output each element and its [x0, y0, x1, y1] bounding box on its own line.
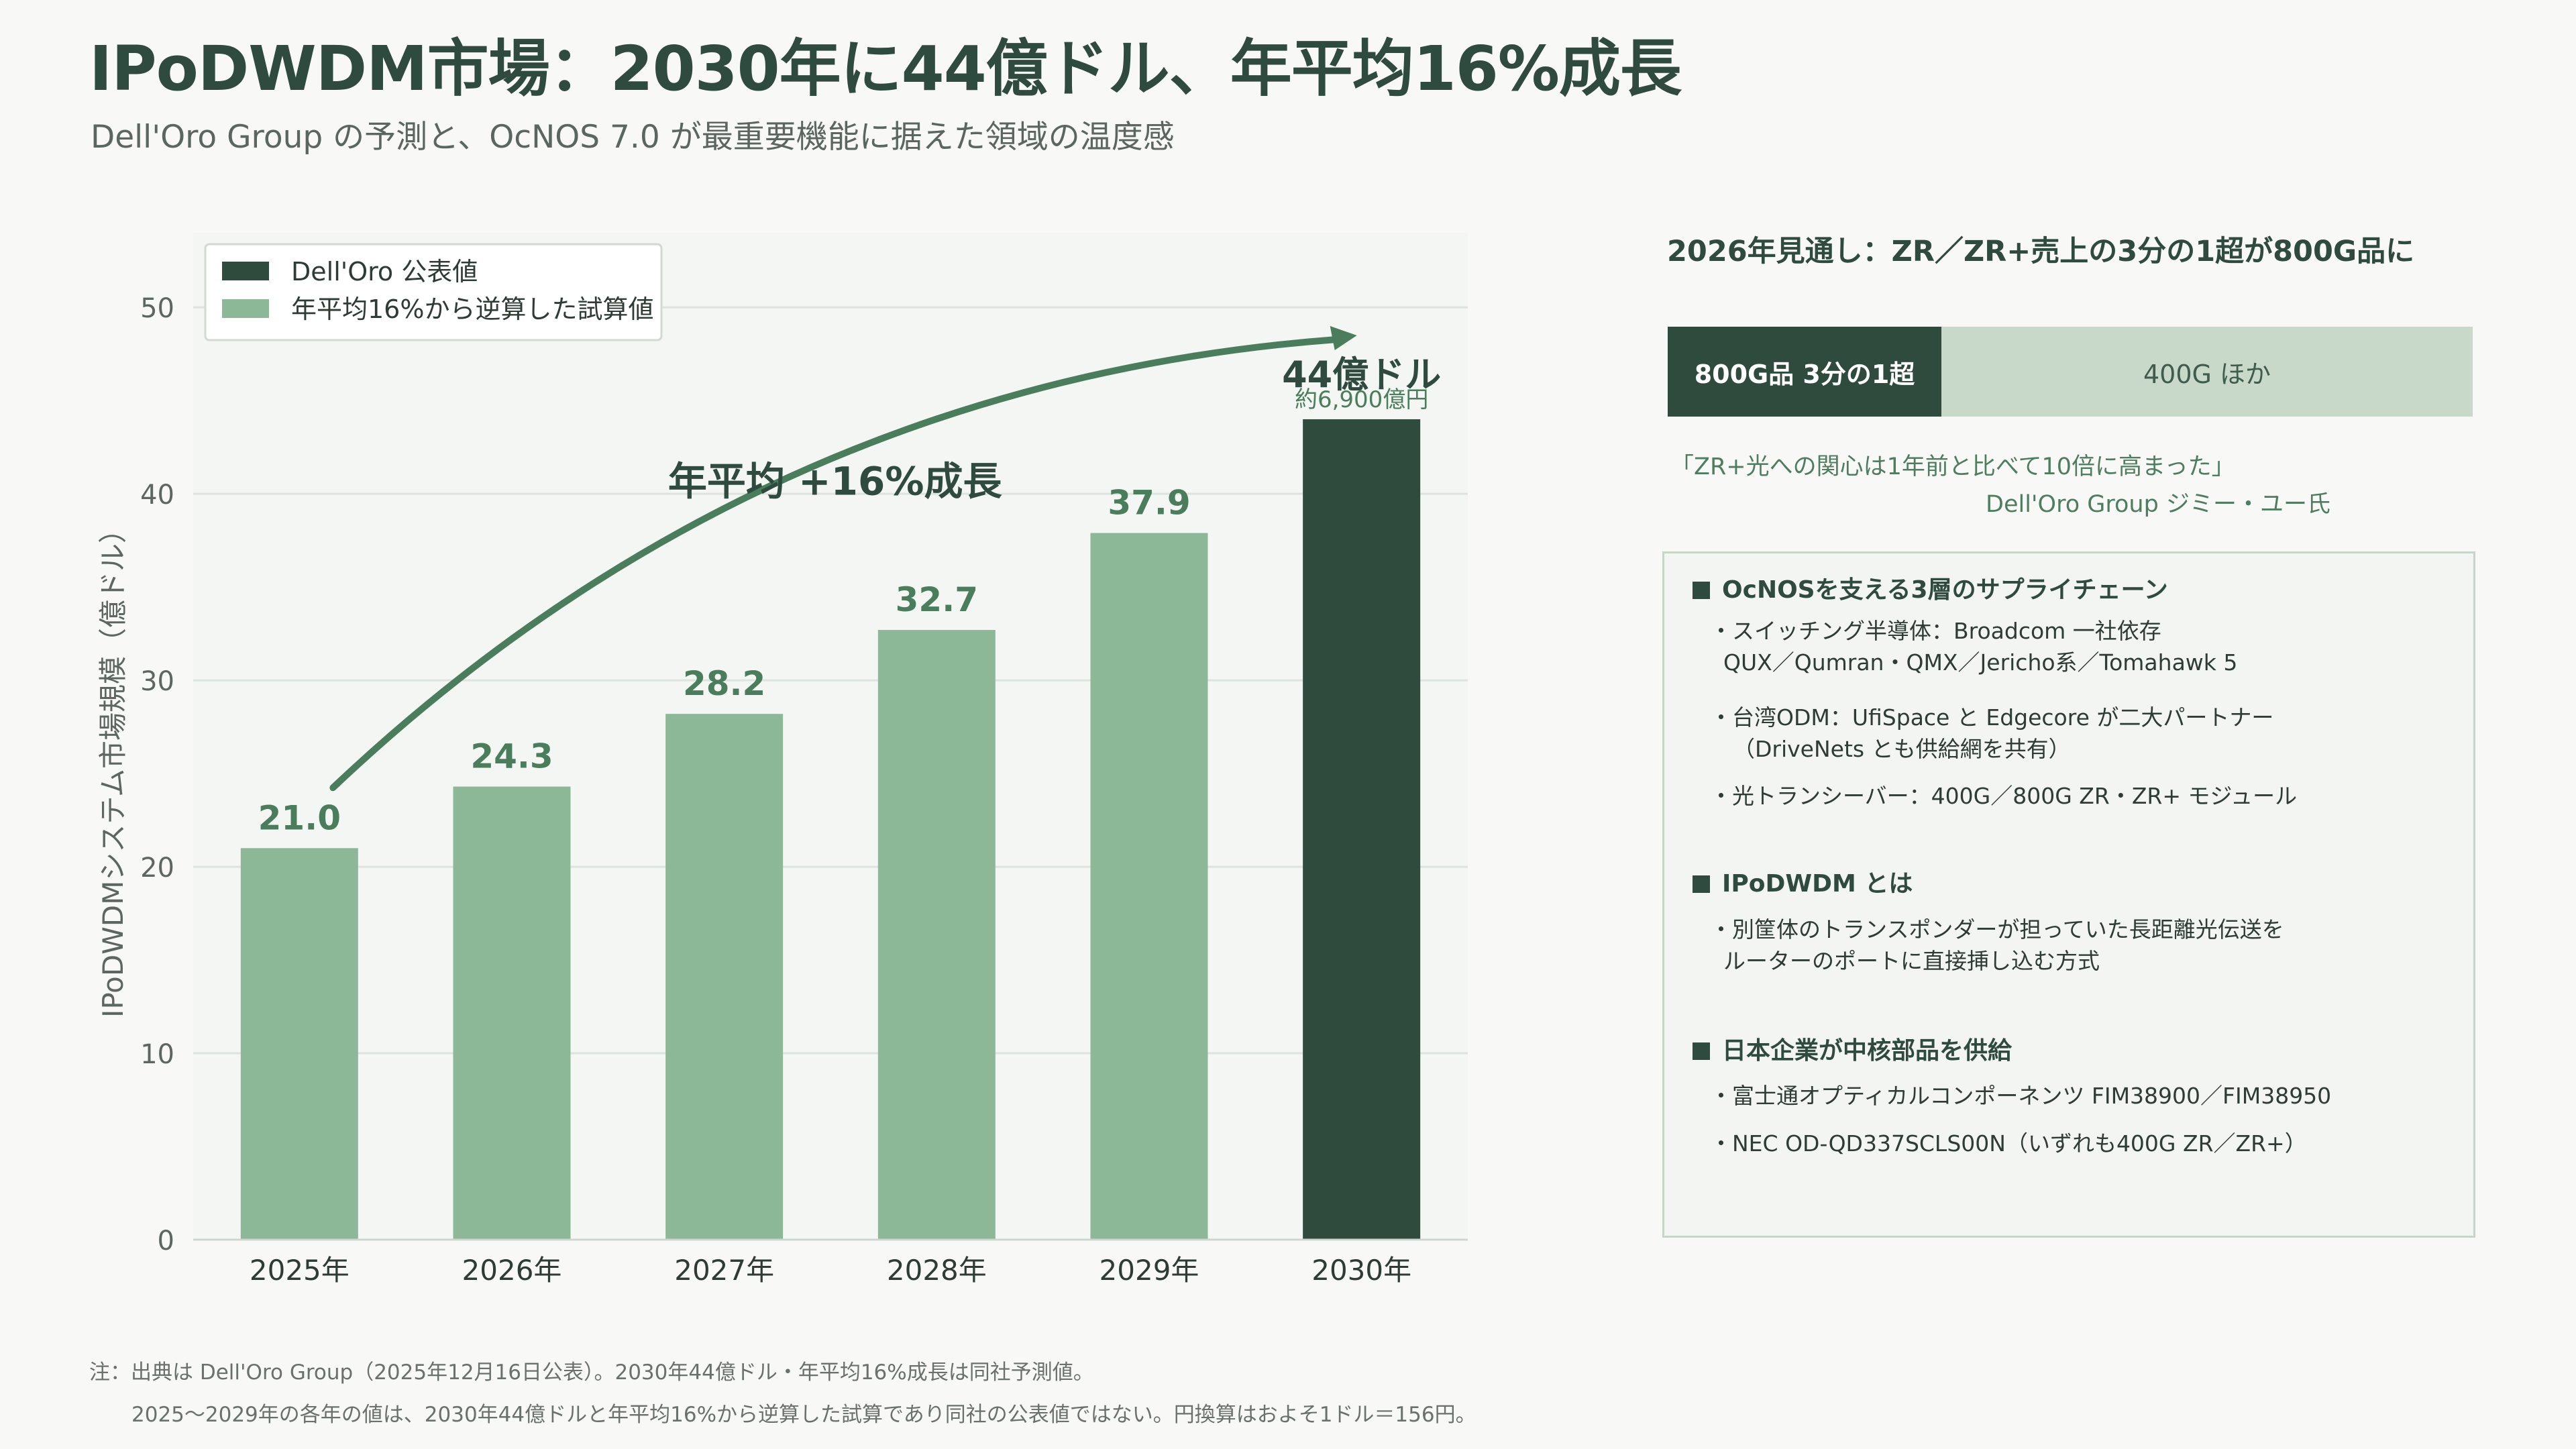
bar-3	[665, 714, 784, 1240]
y-tick-label: 0	[158, 1226, 174, 1256]
share-400g-segment: 400G ほか	[1941, 327, 2473, 417]
x-tick-label: 2027年	[674, 1254, 774, 1287]
list-item: ・光トランシーバー：400G／800G ZR・ZR+ モジュール	[1710, 783, 2298, 809]
value-label: 32.7	[896, 580, 978, 619]
info-box: OcNOSを支える3層のサプライチェーン ・スイッチング半導体：Broadcom…	[1662, 551, 2475, 1238]
value-sublabel: 約6,900億円	[1295, 386, 1428, 413]
bar-5	[1090, 533, 1208, 1240]
list-item: （DriveNets とも供給網を共有）	[1733, 736, 2071, 762]
x-tick-label: 2026年	[462, 1254, 562, 1287]
square-bullet-icon	[1693, 875, 1710, 893]
quote-attribution: Dell'Oro Group ジミー・ユー氏	[1986, 491, 2330, 518]
outlook-heading: 2026年見通し：ZR／ZR+売上の3分の1超が800G品に	[1667, 235, 2415, 268]
section-heading-japan-suppliers: 日本企業が中核部品を供給	[1693, 1031, 2012, 1066]
list-item: QUX／Qumran・QMX／Jericho系／Tomahawk 5	[1723, 649, 2238, 676]
footnote-source: 注：出典は Dell'Oro Group（2025年12月16日公表）。2030…	[89, 1360, 1094, 1385]
list-item: ・スイッチング半導体：Broadcom 一社依存	[1710, 618, 2161, 644]
y-tick-label: 10	[140, 1039, 174, 1070]
arrow-head-icon	[1330, 325, 1357, 350]
bar-2	[453, 786, 571, 1240]
square-bullet-icon	[1693, 1042, 1710, 1060]
y-tick-label: 30	[140, 666, 174, 697]
y-tick-label: 20	[140, 853, 174, 883]
list-item: ・NEC OD-QD337SCLS00N（いずれも400G ZR／ZR+）	[1710, 1130, 2307, 1157]
share-800g-segment: 800G品 3分の1超	[1668, 327, 1941, 417]
bar-1	[240, 848, 358, 1240]
section-heading-ipodwdm: IPoDWDM とは	[1693, 864, 1913, 899]
legend-label: 年平均16%から逆算した試算値	[291, 294, 653, 324]
growth-annotation: 年平均 +16%成長	[668, 459, 1003, 504]
square-bullet-icon	[1693, 582, 1710, 599]
y-tick-label: 50	[140, 293, 174, 324]
analyst-quote: 「ZR+光への関心は1年前と比べて10倍に高まった」	[1670, 453, 2235, 480]
value-label: 24.3	[470, 737, 553, 776]
market-size-bar-chart: 0 10 20 30 40 50 IPoDWDMシステム市場規模（億ドル） 2025年 21.0…	[97, 233, 1468, 1287]
value-label: 37.9	[1108, 484, 1190, 523]
x-tick-label: 2025年	[250, 1254, 350, 1287]
x-tick-label: 2029年	[1099, 1254, 1199, 1287]
list-item: ・台湾ODM：UfiSpace と Edgecore が二大パートナー	[1710, 704, 2274, 731]
x-tick-label: 2028年	[887, 1254, 987, 1287]
page-title: IPoDWDM市場：2030年に44億ドル、年平均16%成長	[89, 33, 1682, 105]
footnote-method: 2025〜2029年の各年の値は、2030年44億ドルと年平均16%から逆算した…	[131, 1403, 1477, 1427]
list-item: ・別筐体のトランスポンダーが担っていた長距離光伝送を	[1710, 916, 2284, 943]
legend-swatch	[222, 299, 269, 318]
section-heading-supply-chain: OcNOSを支える3層のサプライチェーン	[1693, 570, 2168, 605]
bar-6	[1303, 419, 1421, 1240]
growth-arrow	[329, 335, 1340, 792]
value-label: 44億ドル	[1282, 354, 1441, 396]
bar-4	[877, 630, 996, 1240]
value-label: 28.2	[683, 664, 765, 703]
value-label: 21.0	[258, 798, 341, 837]
legend-swatch	[222, 262, 269, 280]
legend-label: Dell'Oro 公表値	[291, 257, 478, 286]
list-item: ・富士通オプティカルコンポーネンツ FIM38900／FIM38950	[1710, 1083, 2332, 1109]
page-subtitle: Dell'Oro Group の予測と、OcNOS 7.0 が最重要機能に据えた…	[91, 119, 1175, 156]
list-item: ルーターのポートに直接挿し込む方式	[1723, 948, 2100, 974]
y-tick-label: 40	[140, 480, 174, 511]
x-tick-label: 2030年	[1311, 1254, 1411, 1287]
y-axis-label: IPoDWDMシステム市場規模（億ドル）	[97, 515, 129, 1018]
legend-box	[204, 243, 663, 341]
product-share-bar: 800G品 3分の1超 400G ほか	[1668, 327, 2473, 417]
plot-area	[193, 233, 1468, 1240]
